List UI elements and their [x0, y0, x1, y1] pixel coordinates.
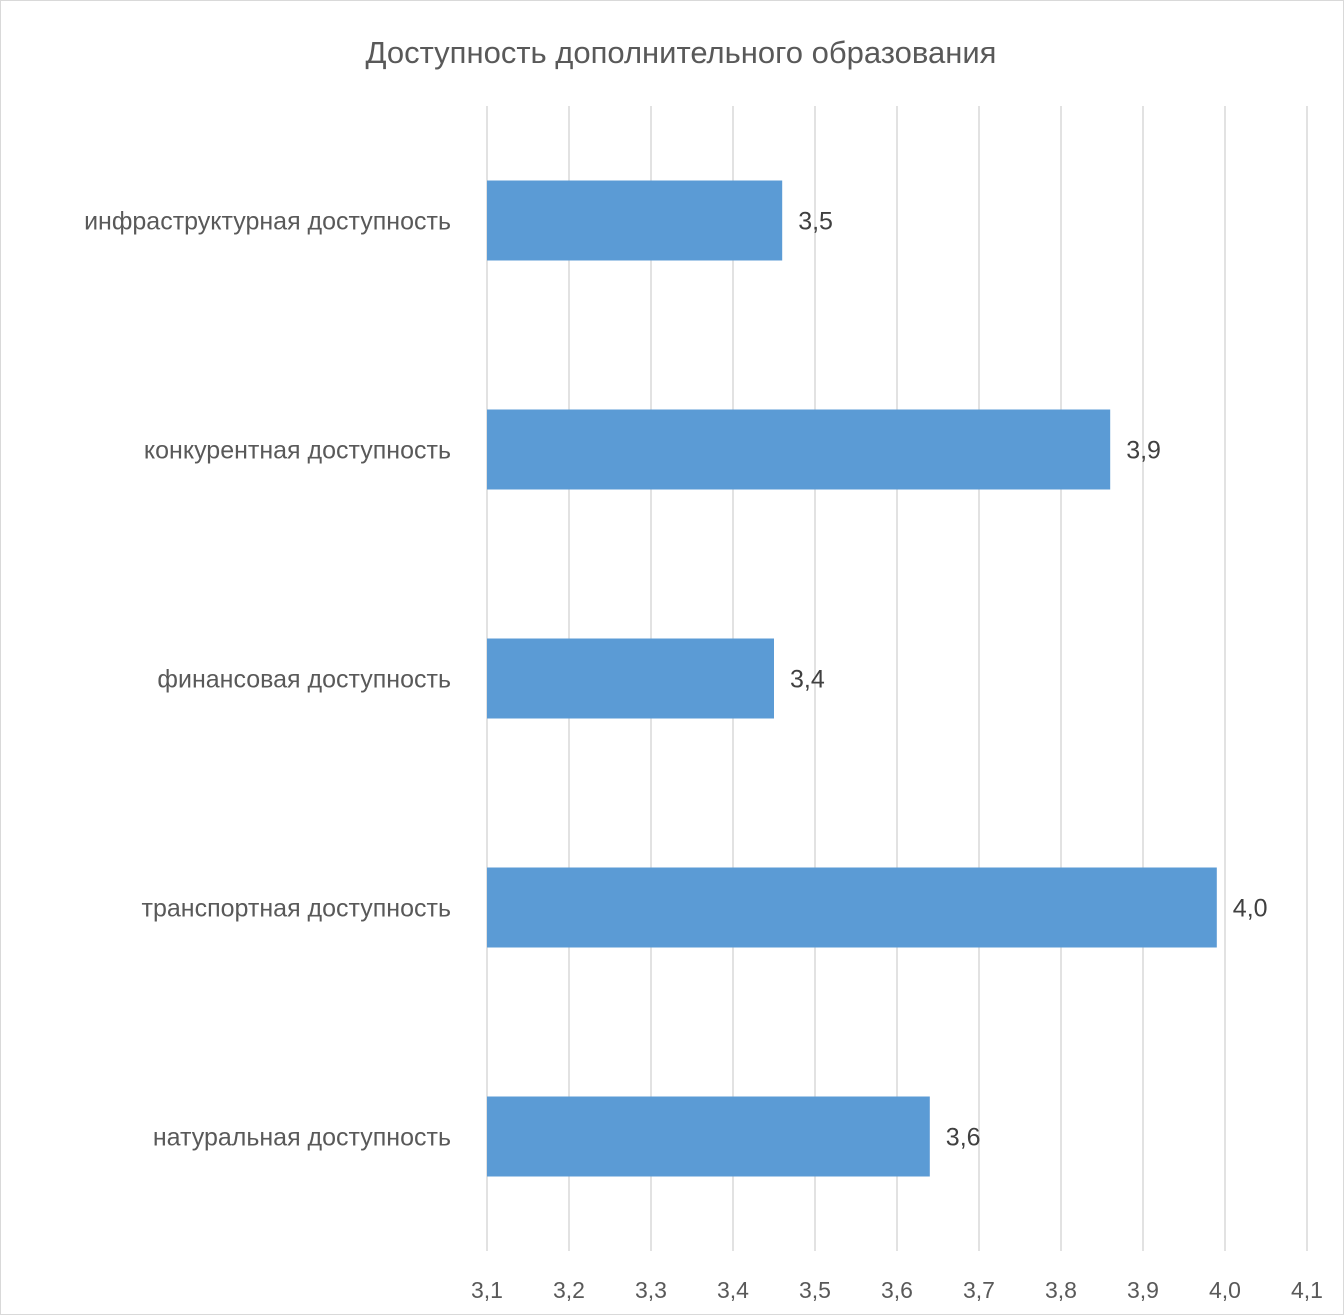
x-tick-label: 3,8	[1045, 1277, 1077, 1303]
category-label: инфраструктурная доступность	[84, 208, 451, 236]
data-label: 3,9	[1126, 437, 1161, 465]
data-label: 4,0	[1233, 895, 1268, 923]
data-label: 3,4	[790, 666, 825, 694]
data-label: 3,5	[798, 208, 833, 236]
x-tick-label: 3,9	[1127, 1277, 1159, 1303]
x-tick-label: 3,1	[471, 1277, 503, 1303]
category-label: натуральная доступность	[153, 1124, 451, 1152]
x-tick-label: 3,3	[635, 1277, 667, 1303]
bar[interactable]	[487, 1096, 930, 1177]
bar[interactable]	[487, 180, 783, 261]
x-tick-label: 4,1	[1291, 1277, 1323, 1303]
bar[interactable]	[487, 409, 1111, 490]
category-label: финансовая доступность	[157, 666, 451, 694]
chart-title: Доступность дополнительного образования	[365, 35, 997, 70]
x-tick-label: 3,5	[799, 1277, 831, 1303]
x-tick-label: 4,0	[1209, 1277, 1241, 1303]
x-tick-label: 3,6	[881, 1277, 913, 1303]
x-tick-label: 3,2	[553, 1277, 585, 1303]
category-label: конкурентная доступность	[144, 437, 451, 465]
category-label: транспортная доступность	[142, 895, 451, 923]
bar[interactable]	[487, 867, 1217, 948]
data-label: 3,6	[946, 1124, 981, 1152]
x-tick-label: 3,4	[717, 1277, 749, 1303]
bar[interactable]	[487, 638, 774, 719]
x-tick-label: 3,7	[963, 1277, 995, 1303]
